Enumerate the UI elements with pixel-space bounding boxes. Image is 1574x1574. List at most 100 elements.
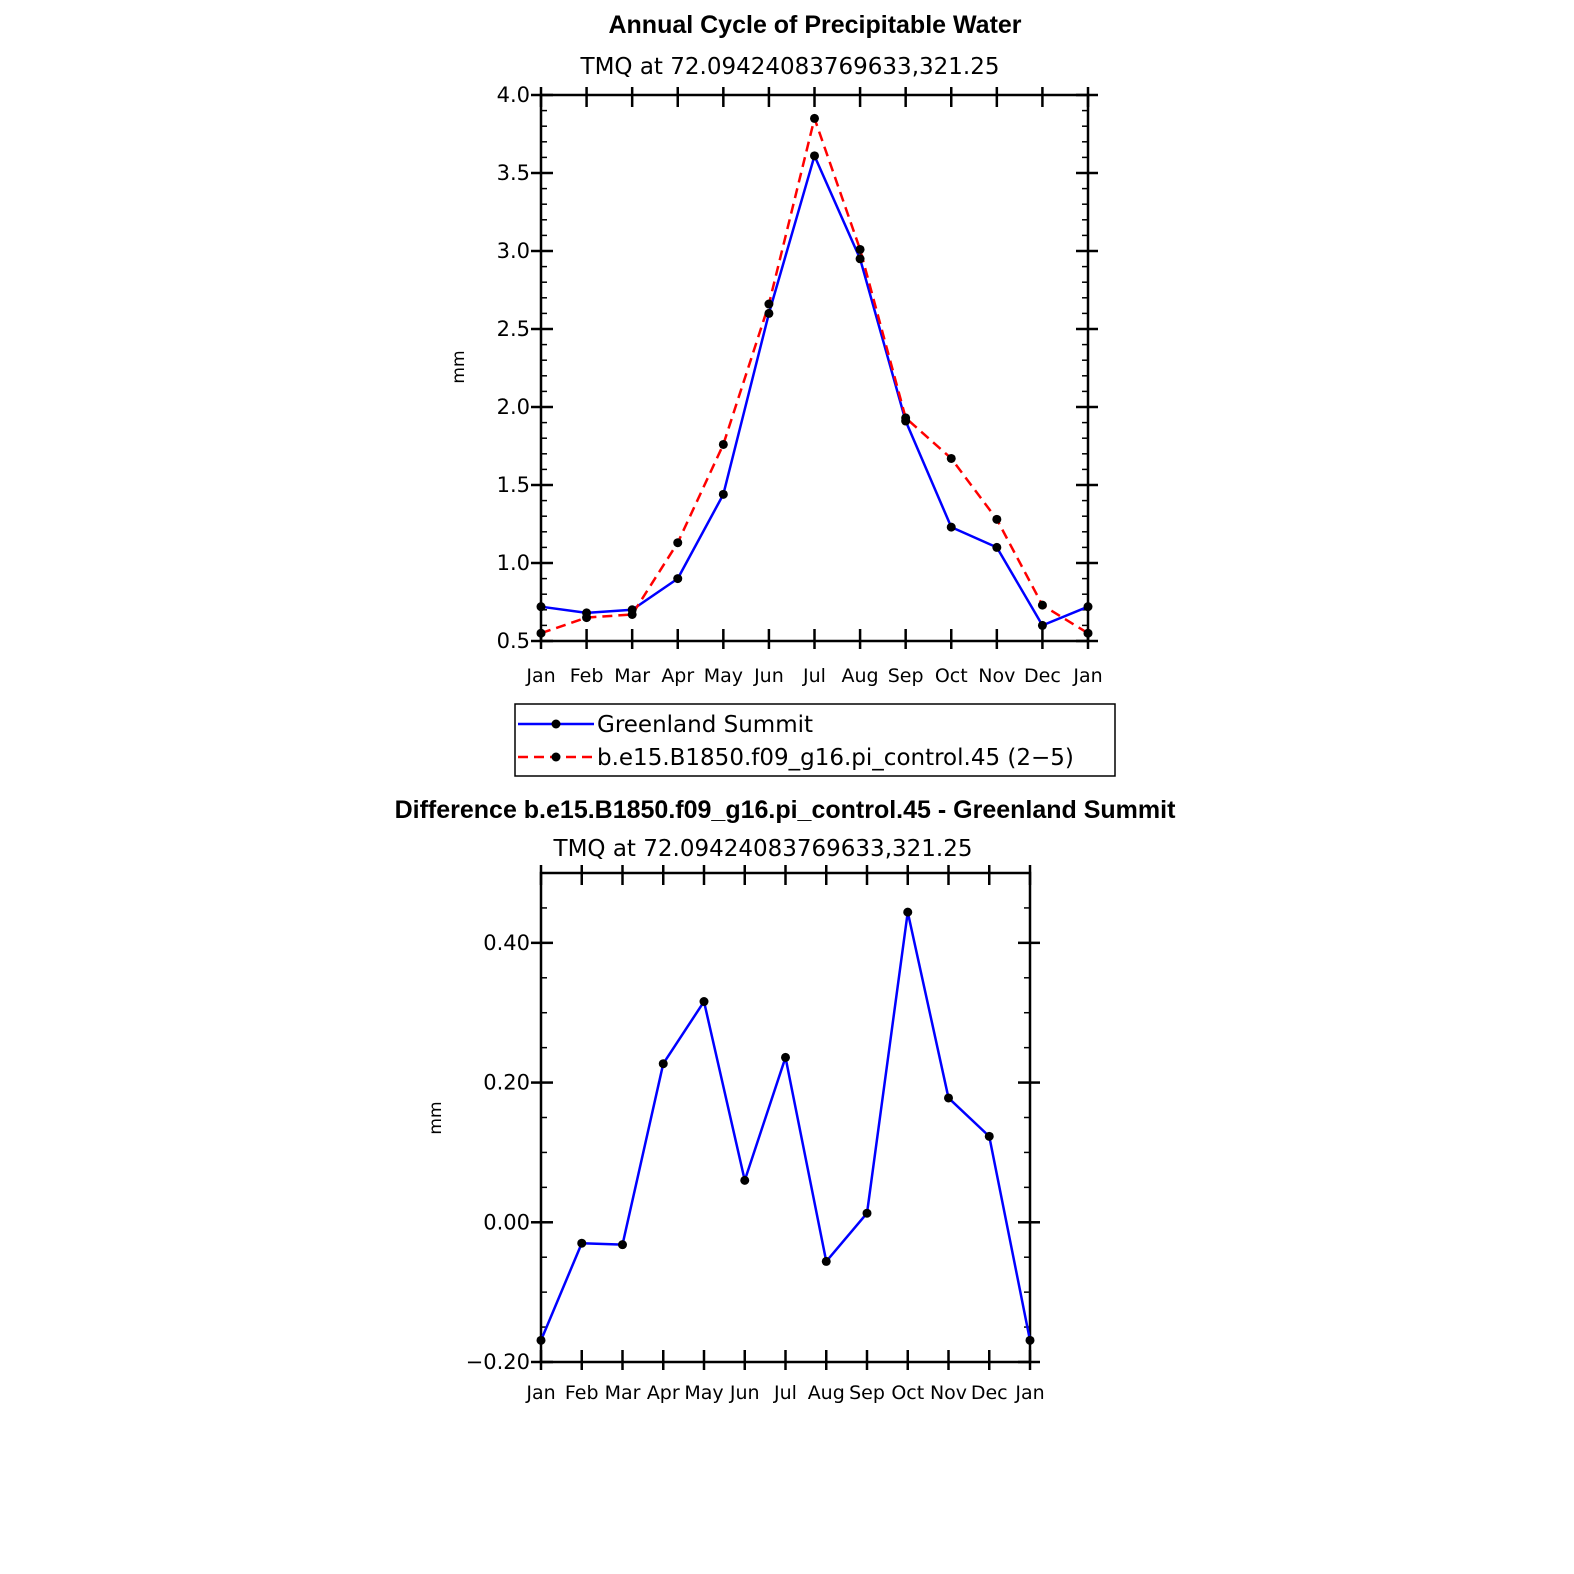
legend-marker-greenland <box>551 719 561 729</box>
y-tick-labels: 4.0 3.5 3.0 2.5 2.0 1.5 1.0 0.5 <box>497 83 530 653</box>
data-point <box>718 489 728 499</box>
plot-frame <box>539 871 1032 1364</box>
difference-chart: Difference b.e15.B1850.f09_g16.pi_contro… <box>395 796 1177 1404</box>
x-tick-label: Jun <box>729 1382 760 1404</box>
x-tick-label: Jun <box>753 665 784 687</box>
x-tick-label: Aug <box>842 665 879 687</box>
annual-cycle-chart: Annual Cycle of Precipitable Water TMQ a… <box>449 11 1116 777</box>
x-tick-label: Mar <box>614 665 650 687</box>
y-tick-label: 3.5 <box>497 161 530 185</box>
data-point <box>984 1131 994 1141</box>
series-line-0 <box>539 910 1032 1341</box>
data-point <box>992 514 1002 524</box>
x-tick-label: Dec <box>1024 665 1061 687</box>
y-tick-label: 2.5 <box>497 317 530 341</box>
x-tick-label: Feb <box>570 665 604 687</box>
data-point <box>658 1059 668 1069</box>
chart-subtitle: TMQ at 72.09424083769633,321.25 <box>553 836 973 862</box>
y-tick-label: −0.20 <box>466 1350 530 1374</box>
data-point <box>718 439 728 449</box>
data-point <box>810 113 819 123</box>
data-point <box>627 609 637 619</box>
data-point <box>764 308 774 318</box>
data-point <box>673 538 683 548</box>
data-point <box>946 453 956 463</box>
data-point <box>536 602 546 612</box>
data-point <box>1025 1335 1035 1345</box>
y-tick-label: 0.20 <box>483 1071 530 1095</box>
x-tick-label: Feb <box>565 1382 599 1404</box>
y-axis-label: mm <box>449 350 469 383</box>
y-tick-labels: 0.40 0.20 0.00 −0.20 <box>466 931 530 1374</box>
data-point <box>618 1240 627 1250</box>
chart-title: Annual Cycle of Precipitable Water <box>608 11 1021 39</box>
plot-frame <box>539 93 1090 643</box>
data-point <box>992 542 1002 552</box>
data-point <box>699 997 709 1007</box>
x-tick-label: Jul <box>802 665 826 687</box>
y-tick-label: 0.00 <box>483 1210 530 1234</box>
y-axis-label: mm <box>426 1101 446 1134</box>
x-tick-labels: Jan Feb Mar Apr May Jun Jul Aug Sep Oct Nov Dec Jan <box>525 665 1102 687</box>
x-tick-label: Jan <box>1072 665 1102 687</box>
data-point <box>855 244 865 254</box>
data-point <box>1083 628 1093 638</box>
x-tick-label: Apr <box>647 1382 680 1404</box>
x-tick-label: Nov <box>930 1382 967 1404</box>
data-point <box>673 574 683 584</box>
series-line-1 <box>540 117 1089 635</box>
series-lines <box>536 113 1093 638</box>
x-tick-label: Aug <box>808 1382 845 1404</box>
x-tick-label: May <box>704 665 743 687</box>
data-point <box>946 522 956 532</box>
y-tick-label: 0.40 <box>483 931 530 955</box>
chart-subtitle: TMQ at 72.09424083769633,321.25 <box>580 54 1000 80</box>
legend-box <box>514 703 1116 777</box>
y-tick-label: 1.0 <box>497 551 530 575</box>
data-point <box>944 1093 953 1103</box>
x-tick-label: Dec <box>971 1382 1008 1404</box>
legend-marker-model <box>551 752 561 762</box>
x-tick-label: Apr <box>661 665 694 687</box>
x-tick-label: Sep <box>888 665 924 687</box>
data-point <box>740 1175 750 1185</box>
data-point <box>855 254 865 264</box>
data-point <box>781 1052 790 1062</box>
x-tick-label: Jan <box>525 1382 555 1404</box>
data-point <box>1083 602 1093 612</box>
data-point <box>582 613 592 623</box>
y-tick-label: 0.5 <box>497 629 530 653</box>
legend-label-model: b.e15.B1850.f09_g16.pi_control.45 (2−5) <box>597 745 1074 771</box>
series-lines <box>536 907 1035 1345</box>
x-tick-label: Jan <box>1014 1382 1044 1404</box>
y-tick-label: 4.0 <box>497 83 530 107</box>
data-point <box>821 1256 831 1266</box>
data-point <box>901 413 911 423</box>
x-tick-label: Sep <box>849 1382 885 1404</box>
data-point <box>764 299 774 309</box>
x-tick-label: Jan <box>525 665 555 687</box>
y-tick-label: 2.0 <box>497 395 530 419</box>
x-tick-label: Oct <box>935 665 968 687</box>
x-tick-label: May <box>684 1382 723 1404</box>
data-point <box>903 907 913 917</box>
y-tick-label: 1.5 <box>497 473 530 497</box>
y-tick-label: 3.0 <box>497 239 530 263</box>
x-tick-labels: Jan Feb Mar Apr May Jun Jul Aug Sep Oct Nov Dec Jan <box>525 1382 1044 1404</box>
data-point <box>810 151 819 161</box>
x-tick-label: Oct <box>891 1382 924 1404</box>
legend-label-greenland: Greenland Summit <box>597 712 813 738</box>
x-tick-label: Mar <box>605 1382 641 1404</box>
axis-ticks <box>531 865 1040 1370</box>
x-tick-label: Nov <box>978 665 1015 687</box>
legend: Greenland Summit b.e15.B1850.f09_g16.pi_… <box>514 703 1116 777</box>
data-point <box>1037 620 1047 630</box>
data-point <box>862 1208 872 1218</box>
x-tick-label: Jul <box>773 1382 797 1404</box>
series-line-0 <box>540 154 1089 627</box>
data-point <box>1037 600 1047 610</box>
axis-ticks <box>531 87 1098 649</box>
data-point <box>577 1238 587 1248</box>
data-point <box>536 628 546 638</box>
